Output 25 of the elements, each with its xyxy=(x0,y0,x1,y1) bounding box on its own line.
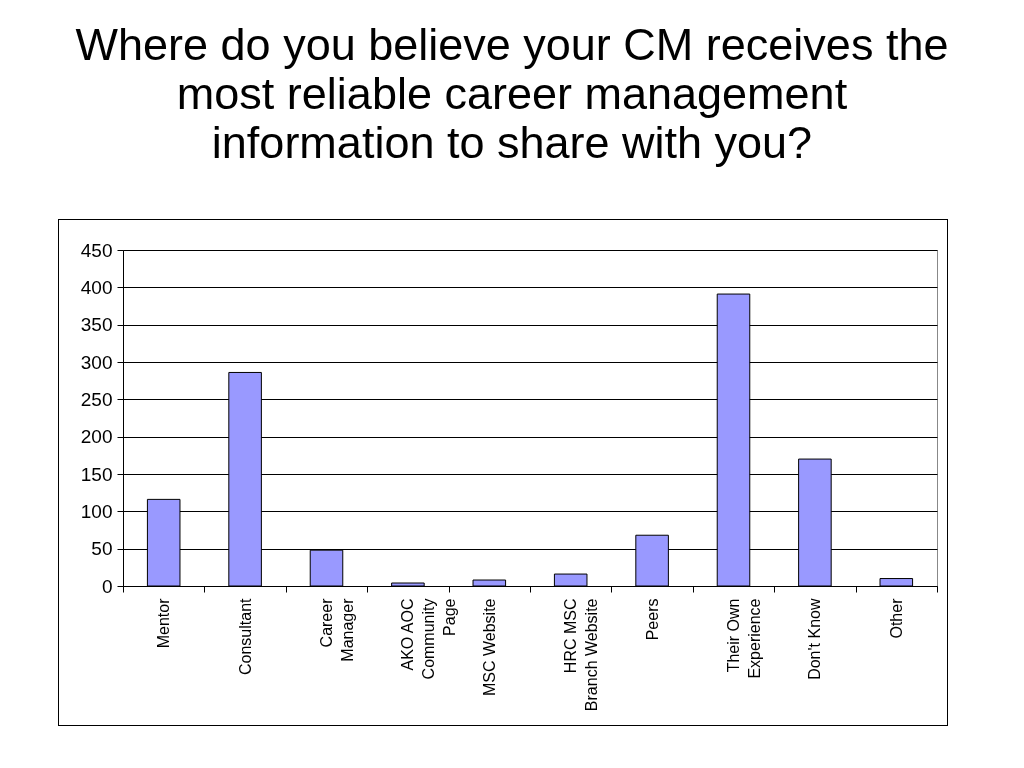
bar xyxy=(472,579,507,587)
y-tick-label: 0 xyxy=(101,575,113,597)
x-tick-label: Mentor xyxy=(155,597,173,649)
bar xyxy=(553,573,588,587)
y-tick-label: 450 xyxy=(80,239,113,261)
bar xyxy=(879,578,914,587)
chart-title: Where do you believe your CM receives the most reliable career management information to share with you? xyxy=(74,19,950,168)
x-tick-label: AKO AOC Community Page xyxy=(399,598,459,680)
y-tick-label: 150 xyxy=(80,463,113,485)
y-tick-label: 50 xyxy=(91,538,113,560)
x-tick-label: Other xyxy=(887,597,905,639)
y-tick-label: 300 xyxy=(80,351,113,373)
x-tick-label: Their Own Experience xyxy=(725,598,763,679)
y-tick-label: 100 xyxy=(80,500,113,522)
x-tick-label: Consultant xyxy=(236,597,254,675)
x-tick-label: Career Manager xyxy=(318,597,356,662)
y-tick-label: 350 xyxy=(80,314,113,336)
y-tick-label: 400 xyxy=(80,276,113,298)
x-tick-label: Don't Know xyxy=(806,598,824,680)
y-tick-label: 200 xyxy=(80,426,113,448)
bar xyxy=(391,582,425,587)
x-tick-label: Peers xyxy=(643,598,661,641)
x-tick-label: HRC MSC Branch Website xyxy=(562,598,601,712)
y-tick-label: 250 xyxy=(80,388,113,410)
x-tick-label: MSC Website xyxy=(480,598,498,697)
